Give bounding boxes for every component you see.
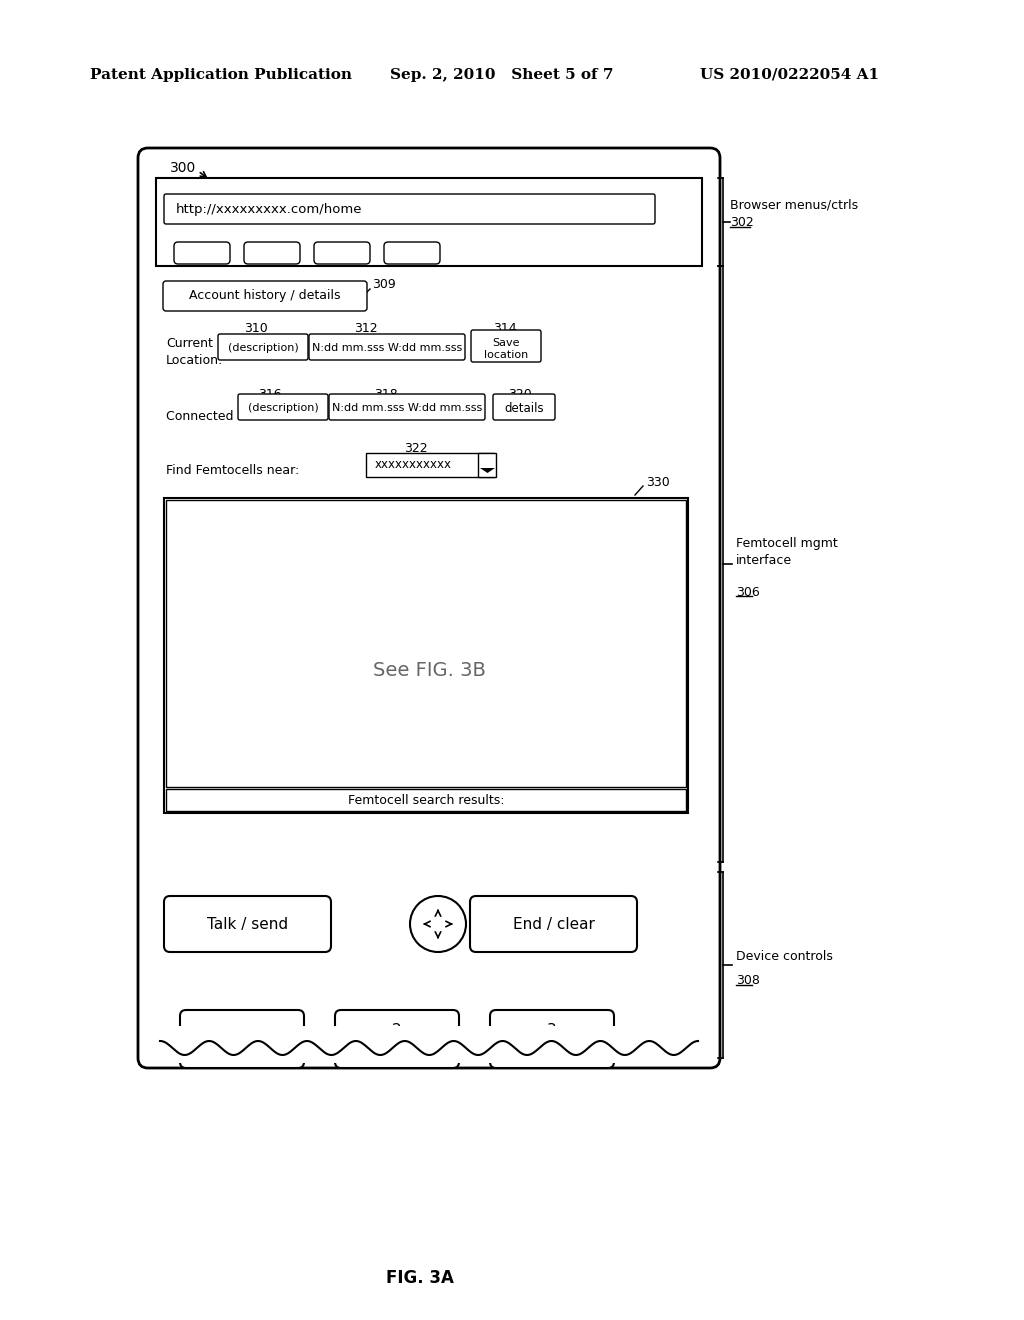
Text: 310: 310 [244, 322, 268, 334]
FancyBboxPatch shape [174, 242, 230, 264]
Bar [366, 453, 494, 477]
Text: http://xxxxxxxxx.com/home: http://xxxxxxxxx.com/home [176, 202, 362, 215]
Text: 308: 308 [736, 974, 760, 987]
FancyBboxPatch shape [180, 1010, 304, 1068]
Bar [156, 178, 702, 267]
Polygon shape [480, 469, 495, 473]
Text: FIG. 3A: FIG. 3A [386, 1269, 454, 1287]
FancyBboxPatch shape [164, 896, 331, 952]
Text: Save
location: Save location [484, 338, 528, 360]
Text: 300: 300 [170, 161, 197, 176]
FancyBboxPatch shape [329, 393, 485, 420]
Text: 309: 309 [372, 277, 395, 290]
FancyBboxPatch shape [384, 242, 440, 264]
Text: 318: 318 [374, 388, 398, 400]
Text: Device controls: Device controls [736, 950, 833, 964]
Bar [166, 500, 686, 787]
Text: Patent Application Publication: Patent Application Publication [90, 69, 352, 82]
Text: Current
Location:: Current Location: [166, 337, 223, 367]
Text: 330: 330 [646, 477, 670, 490]
Text: 302: 302 [730, 215, 754, 228]
FancyBboxPatch shape [490, 1010, 614, 1068]
Text: 3
def: 3 def [540, 1023, 564, 1055]
Text: See FIG. 3B: See FIG. 3B [373, 661, 485, 680]
Text: N:dd mm.sss W:dd mm.sss: N:dd mm.sss W:dd mm.sss [332, 403, 482, 413]
Bar [166, 789, 686, 810]
FancyBboxPatch shape [163, 281, 367, 312]
Text: End / clear: End / clear [513, 916, 595, 932]
Text: xxxxxxxxxxx: xxxxxxxxxxx [375, 458, 452, 471]
Text: 314: 314 [494, 322, 517, 334]
FancyBboxPatch shape [238, 393, 328, 420]
Text: Find Femtocells near:: Find Femtocells near: [166, 465, 299, 478]
Text: 316: 316 [258, 388, 282, 400]
FancyBboxPatch shape [493, 393, 555, 420]
Text: details: details [504, 401, 544, 414]
Text: Account history / details: Account history / details [189, 289, 341, 302]
FancyBboxPatch shape [309, 334, 465, 360]
Bar [164, 498, 688, 813]
Text: 1: 1 [238, 1031, 247, 1047]
Text: 306: 306 [736, 586, 760, 598]
Text: (description): (description) [227, 343, 298, 352]
Text: 312: 312 [354, 322, 378, 334]
Text: 320: 320 [508, 388, 531, 400]
Text: Sep. 2, 2010   Sheet 5 of 7: Sep. 2, 2010 Sheet 5 of 7 [390, 69, 613, 82]
Text: N:dd mm.sss W:dd mm.sss: N:dd mm.sss W:dd mm.sss [312, 343, 462, 352]
Bar [152, 1026, 706, 1063]
Text: Talk / send: Talk / send [208, 916, 289, 932]
Text: US 2010/0222054 A1: US 2010/0222054 A1 [700, 69, 880, 82]
Bar [478, 453, 496, 477]
FancyBboxPatch shape [471, 330, 541, 362]
Text: 322: 322 [404, 442, 428, 455]
FancyBboxPatch shape [244, 242, 300, 264]
FancyBboxPatch shape [138, 148, 720, 1068]
Text: Browser menus/ctrls: Browser menus/ctrls [730, 198, 858, 211]
FancyBboxPatch shape [314, 242, 370, 264]
Text: (description): (description) [248, 403, 318, 413]
Text: 2
abc: 2 abc [383, 1023, 411, 1055]
FancyBboxPatch shape [218, 334, 308, 360]
Text: Femtocell search results:: Femtocell search results: [348, 793, 504, 807]
Text: Femtocell mgmt
interface: Femtocell mgmt interface [736, 536, 838, 568]
FancyBboxPatch shape [470, 896, 637, 952]
Text: Connected  to:: Connected to: [166, 409, 258, 422]
FancyBboxPatch shape [164, 194, 655, 224]
FancyBboxPatch shape [335, 1010, 459, 1068]
